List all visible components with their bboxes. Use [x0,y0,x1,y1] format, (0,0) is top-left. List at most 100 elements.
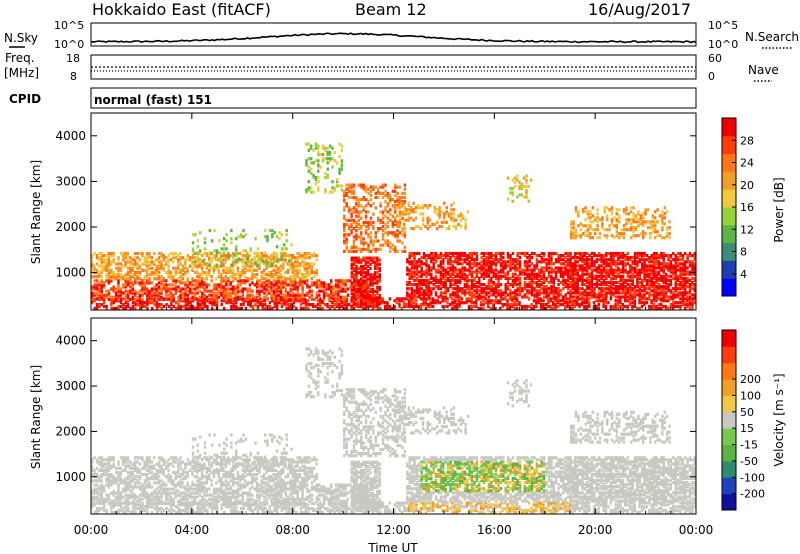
power-cell [165,289,168,293]
power-cell [559,280,563,285]
power-cell [284,295,287,299]
power-cell [167,275,170,279]
power-cell [535,280,539,285]
power-cell [265,266,268,270]
power-cell [672,301,675,305]
power-cell [425,268,428,272]
power-cell [595,304,598,309]
power-cell [224,293,228,297]
power-cell [246,277,249,281]
power-cell [93,306,96,310]
power-cell [201,303,204,307]
power-cell [258,293,261,297]
power-cell [403,227,407,231]
power-cell [320,283,323,287]
power-cell [408,295,411,299]
power-cell [655,260,658,264]
power-cell [362,258,365,262]
power-cell [475,272,479,276]
power-cell [360,289,363,294]
power-cell [227,283,230,287]
power-cell [487,301,490,305]
power-cell [305,161,308,165]
power-cell [470,280,474,285]
power-cell [535,289,539,293]
power-cell [572,228,575,232]
power-cell [355,220,358,224]
power-cell [107,256,111,260]
power-cell [389,195,392,200]
power-cell [684,272,687,276]
power-cell [586,212,590,216]
power-cell [224,295,228,299]
power-cell [291,281,295,285]
power-cell [105,289,108,293]
power-cell [95,279,99,283]
power-cell [468,272,471,276]
power-cell [102,260,106,264]
power-cell [403,183,407,187]
power-cell [535,299,538,303]
power-cell [284,260,287,264]
power-cell [449,293,452,297]
power-cell [621,283,625,287]
power-cell [330,291,333,295]
power-cell [667,299,670,303]
power-cell [681,276,685,280]
power-cell [389,198,392,202]
power-cell [509,283,512,287]
power-cell [331,304,334,309]
power-cell [291,277,294,281]
power-cell [391,243,394,247]
power-cell [516,287,519,291]
power-cell [549,304,552,309]
power-cell [446,251,450,256]
power-cell [631,289,634,293]
power-cell [312,190,315,194]
power-cell [454,260,457,264]
power-cell [350,212,353,216]
power-cell [433,210,437,214]
power-cell [378,287,381,291]
power-cell [350,249,353,253]
power-cell [103,285,106,289]
power-cell [655,293,658,297]
power-cell [386,233,390,237]
power-cell [621,295,625,299]
power-cell [542,287,546,291]
power-cell [279,295,283,299]
power-cell [307,157,310,161]
power-cell [150,256,154,260]
power-cell [307,306,310,310]
power-cell [461,266,464,270]
power-cell [146,281,149,285]
power-cell [451,276,455,280]
power-cell [444,280,447,285]
power-cell [208,270,211,275]
power-cell [681,299,684,303]
power-cell [360,249,363,253]
power-cell [684,268,687,272]
power-cell [429,301,432,305]
power-cell [389,208,392,212]
power-cell [602,297,605,301]
power-cell [319,297,322,301]
power-cell [315,270,318,275]
power-cell [419,306,423,310]
power-cell [338,299,341,303]
power-cell [299,306,303,310]
power-cell [509,295,512,299]
power-cell [334,297,338,301]
power-cell [315,254,318,258]
power-cell [436,301,440,305]
power-cell [538,289,541,293]
power-cell [598,218,602,222]
power-cell [315,279,319,283]
power-cell [169,273,173,277]
power-cell [636,293,639,297]
power-cell [530,278,534,282]
power-cell [381,212,385,216]
power-cell [650,280,653,285]
power-cell [112,301,115,305]
power-cell [401,249,404,253]
